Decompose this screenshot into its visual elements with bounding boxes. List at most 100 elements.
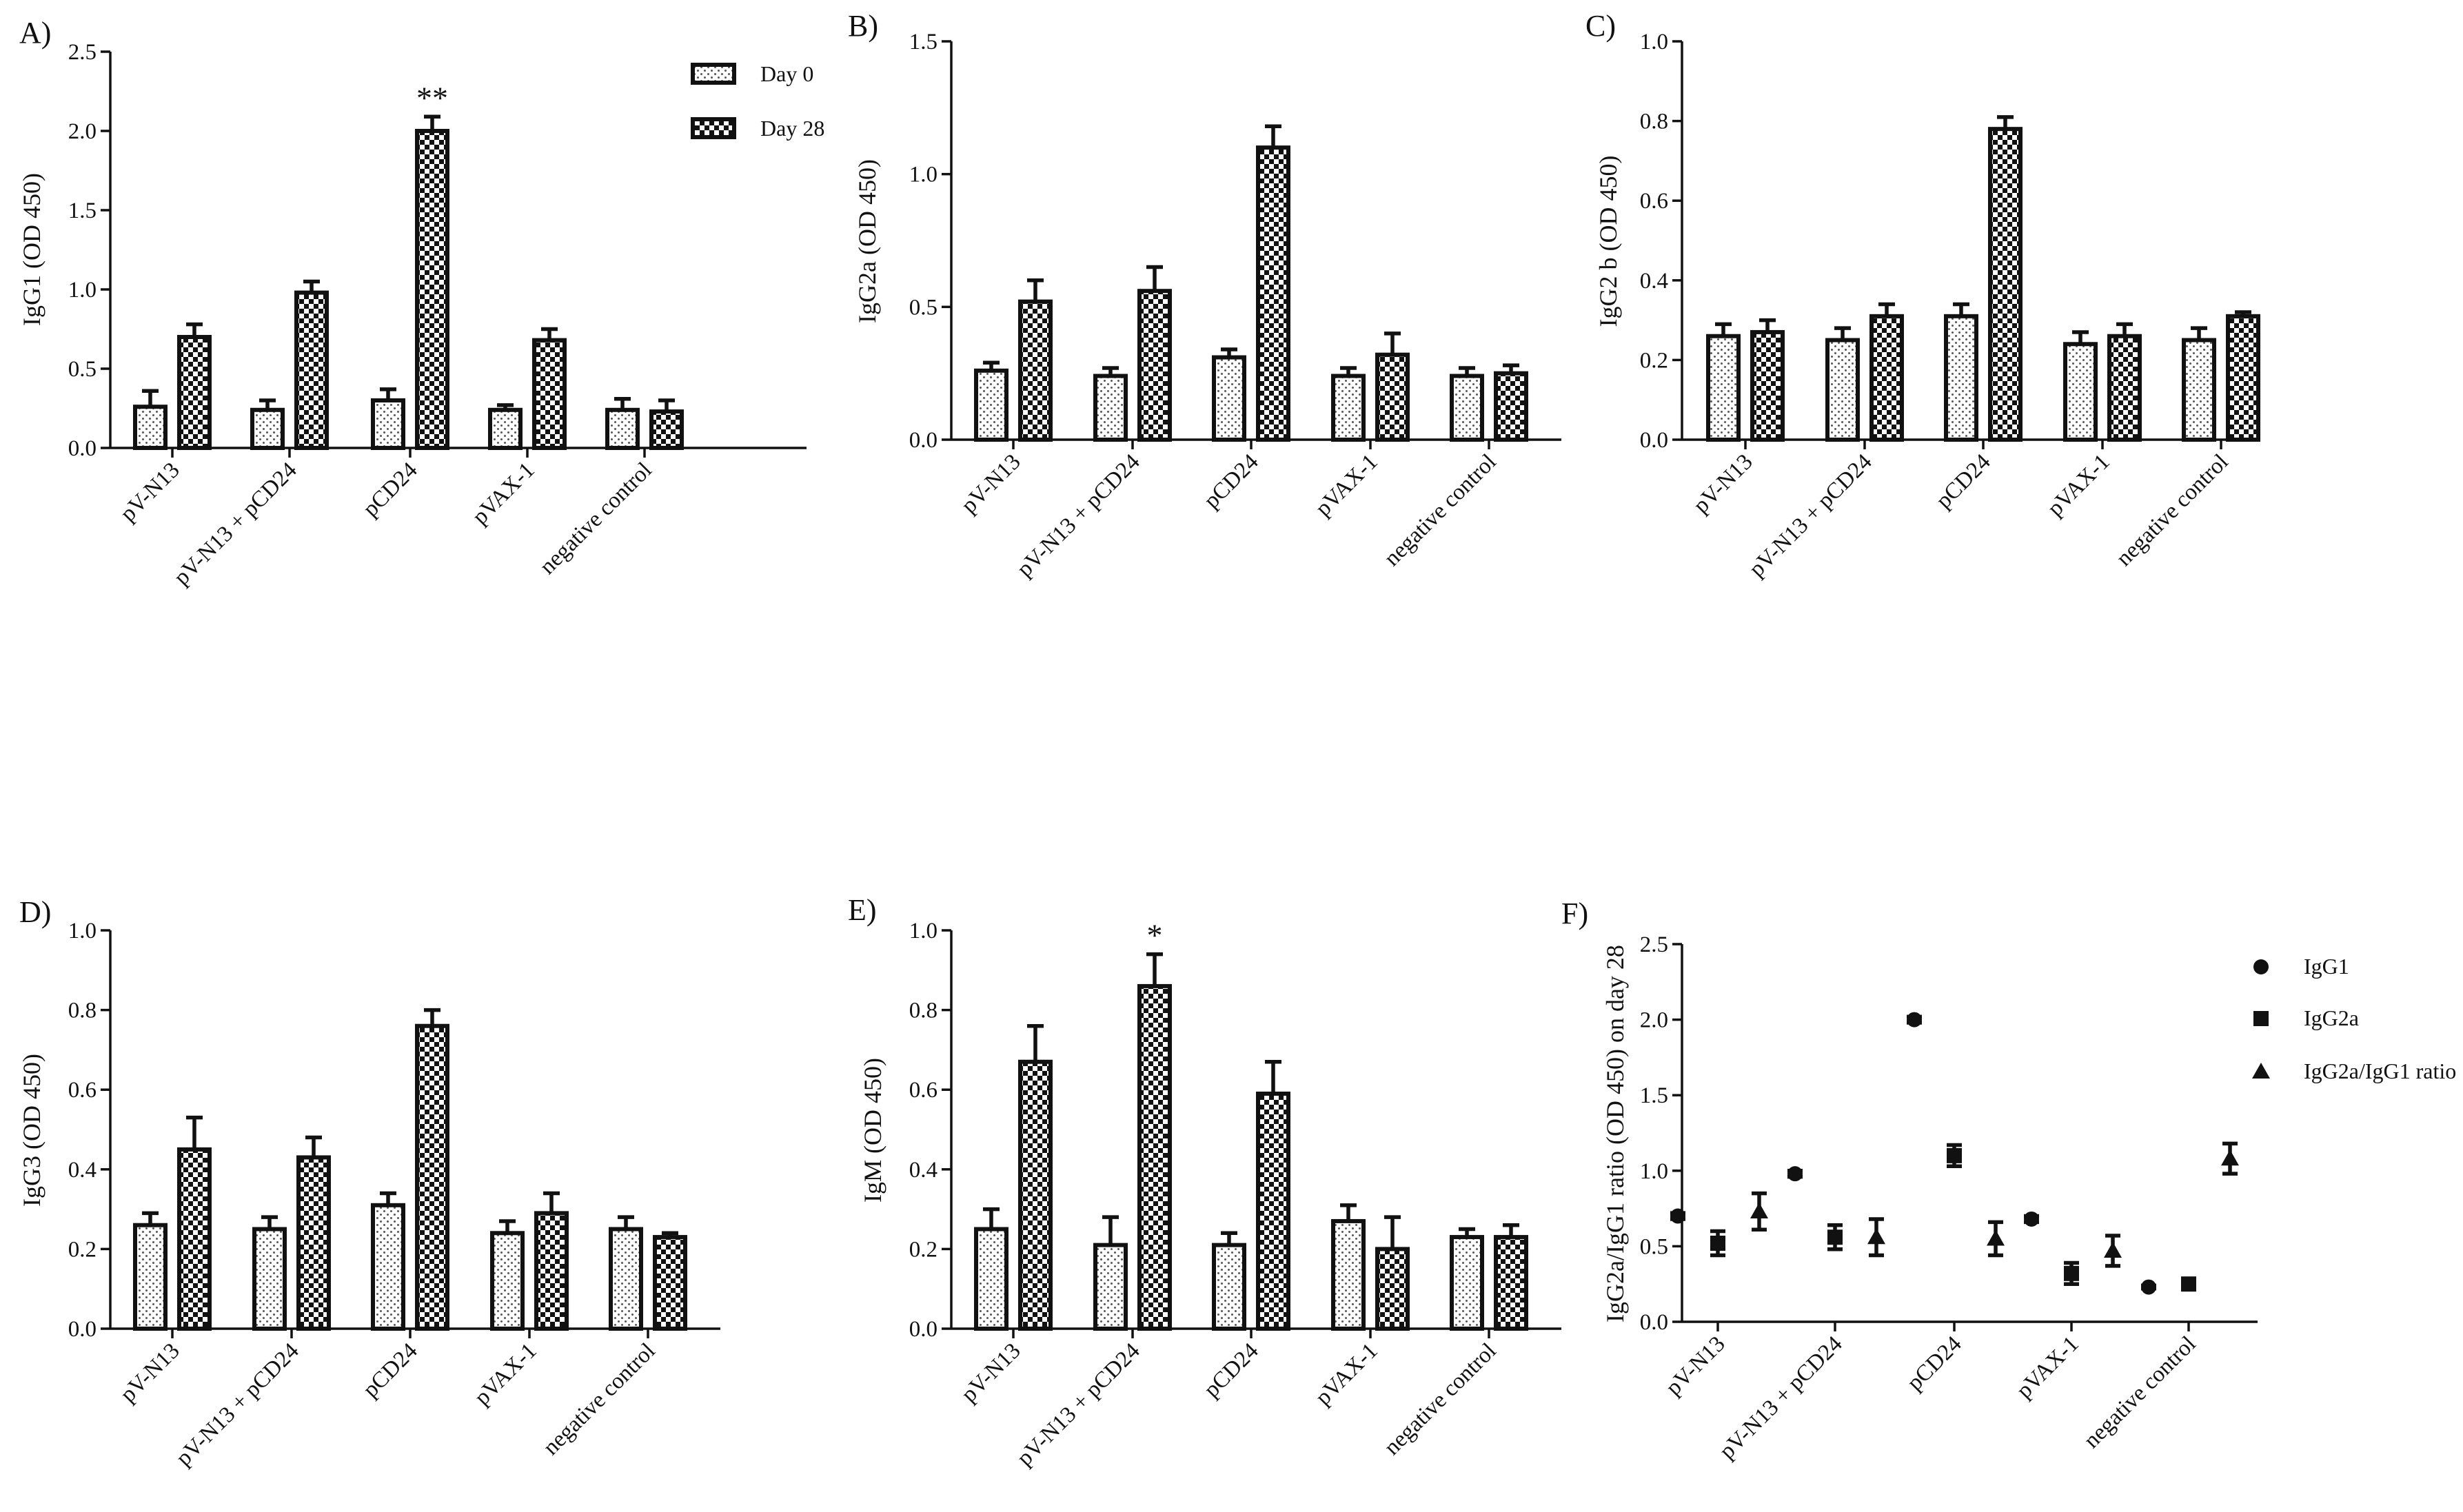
y-tick-label: 0.4 (909, 1158, 937, 1183)
bar (1375, 1247, 1410, 1331)
panel-label: F) (1561, 897, 1588, 930)
significance-marker: * (1147, 918, 1163, 953)
data-point-circle (2141, 1279, 2156, 1295)
bar (490, 1231, 525, 1331)
x-tick-label: pV-N13 + pCD24 (1715, 1331, 1847, 1464)
data-point-triangle (1867, 1228, 1885, 1245)
bar (1869, 314, 1904, 442)
y-tick-label: 2.5 (1640, 932, 1668, 957)
y-tick-label: 0.8 (1640, 110, 1668, 134)
bar (1093, 1243, 1128, 1331)
y-tick-label: 1.5 (909, 30, 937, 54)
legend-marker-circle (2253, 959, 2269, 974)
legend-label: IgG1 (2304, 954, 2349, 979)
bar (1137, 983, 1172, 1331)
bar (1706, 334, 1741, 442)
bar (1212, 1243, 1246, 1331)
x-tick-label: pVAX-1 (1311, 1338, 1383, 1410)
legend-label: IgG2a (2304, 1005, 2359, 1030)
bar (2107, 334, 2142, 442)
y-tick-label: 0.6 (68, 1078, 97, 1103)
y-tick-label: 0.8 (68, 999, 97, 1023)
y-tick-label: 0.6 (1640, 189, 1668, 214)
y-axis-title: IgG1 (OD 450) (18, 173, 45, 326)
y-tick-label: 0.0 (1640, 428, 1668, 453)
y-axis-title: IgG2a/IgG1 ratio (OD 450) on day 28 (1601, 945, 1629, 1322)
y-tick-label: 0.2 (1640, 348, 1668, 373)
panel-E: E)IgM (OD 450)0.00.20.40.60.81.0pV-N13pV… (848, 893, 1561, 1471)
data-point-circle (1670, 1208, 1685, 1224)
bar (1331, 374, 1366, 442)
legend-label: Day 0 (760, 61, 813, 86)
bar (974, 368, 1008, 442)
bar (1825, 338, 1860, 442)
bar (2063, 342, 2098, 442)
data-point-triangle (1987, 1229, 2005, 1246)
x-tick-label: negative control (538, 1338, 660, 1460)
legend-marker-triangle (2252, 1063, 2270, 1079)
y-tick-label: 2.0 (1640, 1008, 1668, 1033)
x-tick-label: pVAX-1 (1311, 449, 1383, 521)
legend-marker-square (2253, 1011, 2269, 1026)
y-tick-label: 1.0 (1640, 1159, 1668, 1184)
y-tick-label: 2.5 (68, 40, 97, 65)
x-tick-label: pV-N13 + pCD24 (1013, 1338, 1145, 1471)
panel-C: C) IgG2 b (OD 450) 0.0 0.2 0.4 0.6 0.8 1.0 pV-N1… (1585, 9, 2260, 582)
y-tick-label: 0.8 (909, 999, 937, 1023)
panel-D: D)IgG3 (OD 450)0.00.20.40.60.81.0pV-N13p… (18, 895, 720, 1471)
y-tick-label: 0.4 (68, 1158, 97, 1183)
bar (2182, 338, 2216, 442)
x-tick-label: negative control (1379, 449, 1501, 571)
bar (1331, 1218, 1366, 1331)
x-tick-label: negative control (2079, 1331, 2200, 1453)
y-tick-label: 1.0 (68, 919, 97, 943)
bar (415, 1023, 449, 1331)
bar (1750, 329, 1785, 442)
x-tick-label: negative control (1379, 1338, 1501, 1460)
data-point-square (2064, 1265, 2079, 1281)
bar (133, 405, 168, 451)
x-tick-label: pV-N13 + pCD24 (1745, 449, 1877, 582)
bar (250, 407, 285, 450)
bar (1494, 1235, 1528, 1331)
data-point-triangle (1750, 1202, 1768, 1218)
bar (1494, 371, 1528, 442)
y-axis-title: IgG2a (OD 450) (853, 159, 881, 323)
data-point-square (2181, 1276, 2196, 1292)
bar (371, 1203, 405, 1331)
panel-label: A) (19, 16, 51, 50)
x-tick-label: pCD24 (1903, 1331, 1967, 1396)
x-tick-label: pV-N13 (957, 1338, 1026, 1407)
data-point-triangle (2104, 1241, 2122, 1258)
x-tick-label: pV-N13 + pCD24 (172, 1338, 304, 1471)
x-tick-label: pVAX-1 (2012, 1331, 2084, 1403)
y-tick-label: 0.5 (1640, 1234, 1668, 1259)
y-tick-label: 0.0 (68, 436, 97, 461)
x-tick-label: pV-N13 + pCD24 (1013, 449, 1145, 582)
bar (1450, 374, 1484, 442)
bar (649, 409, 684, 450)
y-tick-label: 0.6 (909, 1078, 937, 1103)
bar (133, 1223, 168, 1331)
bar (534, 1211, 569, 1331)
y-tick-label: 2.0 (68, 119, 97, 144)
bar (609, 1227, 643, 1331)
x-tick-label: pVAX-1 (470, 1338, 542, 1410)
y-tick-label: 0.0 (909, 428, 937, 453)
x-tick-label: pCD24 (1199, 449, 1264, 513)
x-tick-label: pV-N13 + pCD24 (170, 458, 302, 590)
x-tick-label: pCD24 (1932, 449, 1996, 513)
y-tick-label: 0.2 (68, 1237, 97, 1262)
panel-A: A)IgG1 (OD 450)0.00.51.01.52.02.5pV-N13p… (18, 16, 824, 590)
x-tick-label: pV-N13 (116, 1338, 185, 1407)
x-tick-label: pCD24 (358, 1338, 423, 1402)
bar (1018, 299, 1053, 442)
bar (1256, 145, 1290, 442)
data-point-square (1947, 1147, 1962, 1163)
bar (1137, 289, 1172, 442)
bar (1018, 1059, 1053, 1331)
y-tick-label: 0.4 (1640, 269, 1668, 294)
y-tick-label: 0.5 (68, 357, 97, 382)
panel-label: C) (1585, 9, 1616, 43)
